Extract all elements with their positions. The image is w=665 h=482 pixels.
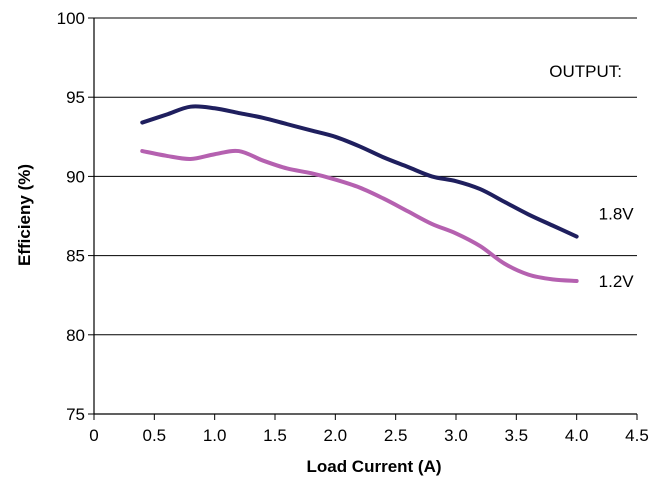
y-tick-label-4: 95: [66, 88, 85, 107]
x-axis-title: Load Current (A): [306, 457, 441, 476]
y-tick-label-1: 80: [66, 326, 85, 345]
x-tick-label-0: 0: [89, 426, 98, 445]
series-label-1.2V: 1.2V: [599, 272, 635, 291]
x-tick-labels: 0 0.5 1.0 1.5 2.0 2.5 3.0 3.5 4.0 4.5: [89, 426, 649, 445]
series-labels: 1.8V 1.2V: [599, 205, 635, 291]
x-tick-label-3: 1.5: [263, 426, 287, 445]
y-axis-title: Efficieny (%): [15, 164, 34, 266]
grid-lines: [94, 17, 637, 336]
x-tick-label-4: 2.0: [324, 426, 348, 445]
series-line-1.2V: [140, 148, 579, 283]
axes: [88, 17, 638, 420]
x-tick-label-9: 4.5: [625, 426, 649, 445]
legend-title: OUTPUT:: [549, 62, 622, 81]
series-label-1.8V: 1.8V: [599, 205, 635, 224]
x-tick-label-2: 1.0: [203, 426, 227, 445]
x-tick-label-8: 4.0: [565, 426, 589, 445]
x-tick-label-7: 3.5: [505, 426, 529, 445]
y-tick-label-3: 90: [66, 167, 85, 186]
x-tick-label-1: 0.5: [143, 426, 167, 445]
y-tick-label-5: 100: [57, 9, 85, 28]
x-tick-label-6: 3.0: [444, 426, 468, 445]
y-tick-labels: 75 80 85 90 95 100: [57, 9, 85, 424]
y-tick-label-0: 75: [66, 405, 85, 424]
series-line-1.8V: [140, 104, 579, 239]
x-tick-label-5: 2.5: [384, 426, 408, 445]
y-tick-label-2: 85: [66, 247, 85, 266]
series-lines: [140, 104, 579, 283]
